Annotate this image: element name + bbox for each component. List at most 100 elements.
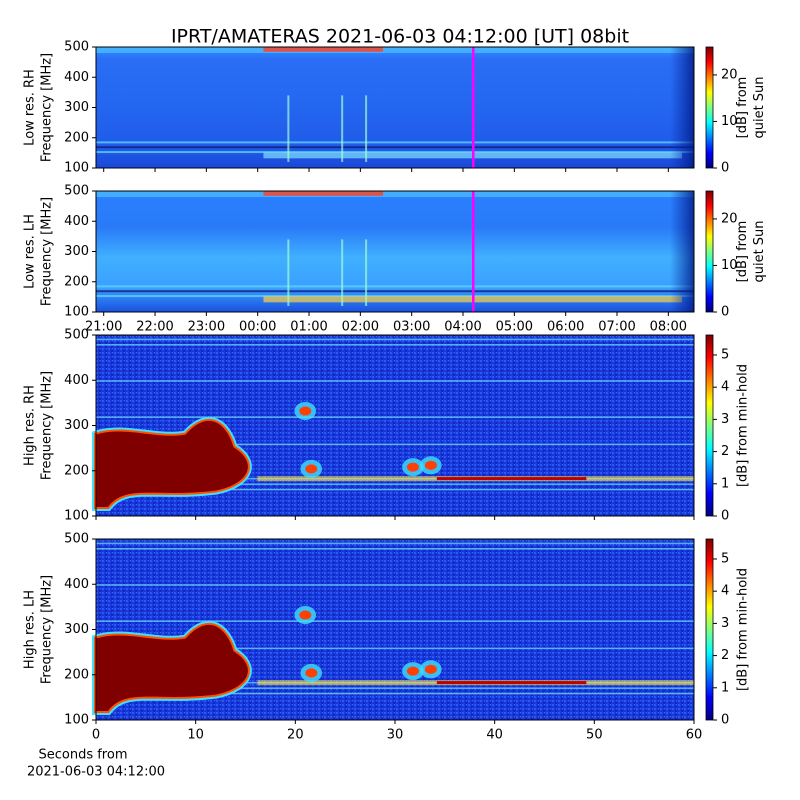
heatmap-streak [287, 95, 290, 162]
heatmap-line [96, 692, 694, 695]
y-tick-label: 200 [64, 463, 89, 478]
y-tick-label: 400 [64, 373, 89, 388]
heatmap-burst-core [305, 464, 318, 474]
x-tick-label: 05:00 [496, 320, 533, 335]
colorbar-label: [dB] from [735, 221, 750, 283]
y-tick-label: 500 [64, 328, 89, 343]
heatmap-line [96, 344, 694, 346]
colorbar-tick-label: 0 [721, 305, 729, 320]
heatmap-band [96, 191, 694, 198]
colorbar-tick-label: 4 [721, 380, 729, 395]
heatmap-blob [96, 420, 248, 507]
heatmap-burst-core [406, 462, 419, 472]
heatmap-edge [670, 47, 694, 168]
y-tick-label: 100 [64, 713, 89, 728]
heatmap-burst-core [299, 406, 312, 416]
heatmap-band [96, 47, 694, 54]
heatmap-line [96, 295, 694, 298]
heatmap-band [263, 47, 384, 52]
colorbar-tick-label: 5 [721, 551, 729, 566]
heatmap-edge [670, 191, 694, 312]
y-axis-label: Frequency [MHz] [40, 197, 55, 306]
heatmap-streak [365, 239, 368, 306]
x-tick-label: 07:00 [598, 320, 635, 335]
heatmap-burst-core [424, 460, 437, 470]
y-tick-label: 400 [64, 577, 89, 592]
x-tick-label: 20 [287, 728, 304, 743]
heatmap-bg [96, 47, 694, 168]
colorbar-tick-label: 2 [721, 444, 729, 459]
y-axis-label: Low res. LH [23, 214, 38, 289]
colorbar-tick-label: 1 [721, 680, 729, 695]
y-tick-label: 300 [64, 418, 89, 433]
x-tick-label: 50 [586, 728, 603, 743]
colorbar-label: quiet Sun [752, 220, 767, 282]
x-axis-label: Seconds from [38, 748, 127, 763]
colorbar-tick-label: 2 [721, 648, 729, 663]
colorbar [705, 190, 714, 313]
heatmap-line [96, 488, 694, 491]
y-tick-label: 100 [64, 305, 89, 320]
heatmap-blob [96, 624, 248, 711]
panel [95, 190, 695, 313]
heatmap-burst-core [406, 666, 419, 676]
heatmap-line [96, 151, 694, 154]
colorbar-label: [dB] from min-hold [736, 568, 751, 691]
heatmap-streak [365, 95, 368, 162]
x-axis-label: 2021-06-03 04:12:00 [27, 765, 165, 780]
y-tick-label: 300 [64, 622, 89, 637]
colorbar-tick-label: 3 [721, 616, 729, 631]
heatmap-line [96, 416, 694, 418]
heatmap-line [96, 338, 694, 341]
panel [95, 46, 695, 169]
y-tick-label: 500 [64, 40, 89, 55]
colorbar [705, 46, 714, 169]
heatmap-burst-core [305, 668, 318, 678]
x-tick-label: 01:00 [290, 320, 327, 335]
colorbar-tick-label: 20 [721, 67, 738, 82]
y-axis-label: High res. LH [23, 590, 38, 669]
x-tick-label: 40 [486, 728, 503, 743]
y-tick-label: 300 [64, 100, 89, 115]
colorbar-tick-label: 0 [721, 161, 729, 176]
heatmap-line [96, 285, 694, 288]
colorbar-tick-label: 4 [721, 584, 729, 599]
y-axis-label: Low res. RH [23, 69, 38, 146]
panel [92, 538, 695, 721]
y-tick-label: 500 [64, 532, 89, 547]
x-tick-label: 08:00 [650, 320, 687, 335]
colorbar-tick-label: 0 [721, 509, 729, 524]
heatmap-line [96, 647, 694, 650]
heatmap-line [96, 548, 694, 550]
panel [92, 334, 695, 517]
heatmap-line [96, 542, 694, 545]
heatmap-band [436, 681, 587, 685]
y-tick-label: 300 [64, 244, 89, 259]
x-tick-label: 02:00 [342, 320, 379, 335]
y-tick-label: 500 [64, 184, 89, 199]
heatmap-line [96, 380, 694, 382]
heatmap-line [96, 141, 694, 144]
y-tick-label: 200 [64, 130, 89, 145]
heatmap-streak [341, 239, 344, 306]
y-tick-label: 200 [64, 274, 89, 289]
x-tick-label: 21:00 [85, 320, 122, 335]
y-axis-label: Frequency [MHz] [40, 371, 55, 480]
x-tick-label: 06:00 [547, 320, 584, 335]
x-tick-label: 00:00 [239, 320, 276, 335]
heatmap-line [96, 443, 694, 446]
y-axis-label: High res. RH [23, 385, 38, 466]
heatmap-line [96, 290, 694, 293]
colorbar-tick-label: 1 [721, 476, 729, 491]
y-axis-label: Frequency [MHz] [40, 575, 55, 684]
colorbar-label: [dB] from [735, 77, 750, 139]
colorbar [705, 334, 714, 517]
heatmap-bg [96, 191, 694, 312]
chart-title: IPRT/AMATERAS 2021-06-03 04:12:00 [UT] 0… [171, 26, 629, 48]
x-tick-label: 04:00 [444, 320, 481, 335]
heatmap-line [96, 584, 694, 586]
heatmap-streak [287, 239, 290, 306]
colorbar-tick-label: 10 [721, 114, 738, 129]
heatmap-band [263, 191, 384, 196]
